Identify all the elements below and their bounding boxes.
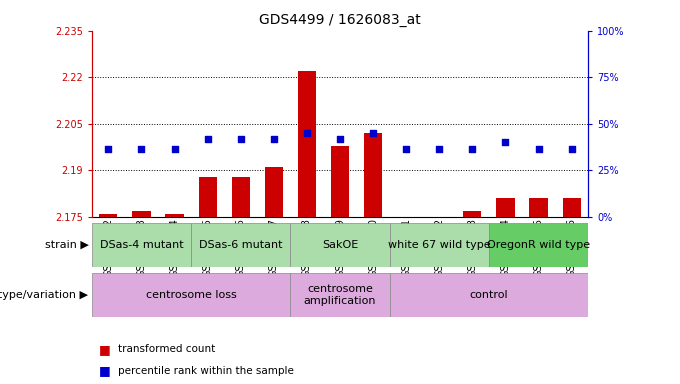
Text: centrosome
amplification: centrosome amplification [304, 284, 376, 306]
Point [202, 136, 213, 142]
Text: white 67 wild type: white 67 wild type [388, 240, 490, 250]
Bar [199, 177, 217, 217]
Text: GDS4499 / 1626083_at: GDS4499 / 1626083_at [259, 13, 421, 27]
Bar [331, 146, 349, 217]
Text: strain ▶: strain ▶ [44, 240, 88, 250]
Point [467, 146, 478, 152]
Text: genotype/variation ▶: genotype/variation ▶ [0, 290, 88, 300]
Bar [390, 273, 588, 317]
Bar [92, 223, 191, 267]
Bar [165, 214, 184, 217]
Point [566, 146, 577, 152]
Bar [390, 223, 489, 267]
Point [169, 146, 180, 152]
Text: OregonR wild type: OregonR wild type [487, 240, 590, 250]
Point [434, 146, 445, 152]
Point [500, 139, 511, 146]
Point [301, 130, 312, 136]
Bar [364, 133, 382, 217]
Bar [298, 71, 316, 217]
Bar [290, 273, 390, 317]
Point [235, 136, 246, 142]
Text: SakOE: SakOE [322, 240, 358, 250]
Bar [92, 273, 290, 317]
Point [533, 146, 544, 152]
Bar [489, 223, 588, 267]
Bar [496, 199, 515, 217]
Text: ■: ■ [99, 364, 110, 377]
Point [103, 146, 114, 152]
Point [401, 146, 411, 152]
Point [368, 130, 379, 136]
Point [136, 146, 147, 152]
Text: ■: ■ [99, 343, 110, 356]
Point [269, 136, 279, 142]
Bar [290, 223, 390, 267]
Text: DSas-4 mutant: DSas-4 mutant [100, 240, 183, 250]
Bar [232, 177, 250, 217]
Bar [530, 199, 547, 217]
Bar [265, 167, 283, 217]
Bar [463, 211, 481, 217]
Text: control: control [470, 290, 508, 300]
Text: centrosome loss: centrosome loss [146, 290, 237, 300]
Bar [191, 223, 290, 267]
Text: DSas-6 mutant: DSas-6 mutant [199, 240, 282, 250]
Point [335, 136, 345, 142]
Text: percentile rank within the sample: percentile rank within the sample [118, 366, 294, 376]
Bar [99, 214, 118, 217]
Bar [562, 199, 581, 217]
Text: transformed count: transformed count [118, 344, 215, 354]
Bar [133, 211, 150, 217]
